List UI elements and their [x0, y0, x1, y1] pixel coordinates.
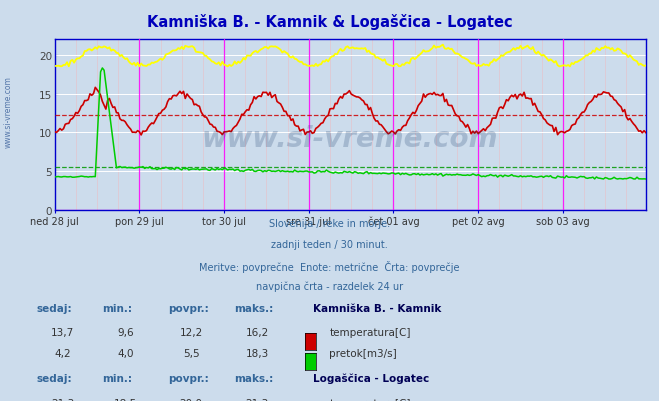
Text: 16,2: 16,2 [245, 328, 269, 338]
Text: 13,7: 13,7 [51, 328, 74, 338]
Text: 5,5: 5,5 [183, 348, 200, 358]
Text: pretok[m3/s]: pretok[m3/s] [330, 348, 397, 358]
Text: 18,3: 18,3 [245, 348, 269, 358]
Text: www.si-vreme.com: www.si-vreme.com [3, 77, 13, 148]
Text: Kamniška B. - Kamnik & Logaščica - Logatec: Kamniška B. - Kamnik & Logaščica - Logat… [147, 14, 512, 30]
Text: www.si-vreme.com: www.si-vreme.com [202, 125, 498, 153]
Text: temperatura[C]: temperatura[C] [330, 328, 411, 338]
Text: 12,2: 12,2 [179, 328, 203, 338]
Text: 9,6: 9,6 [117, 328, 134, 338]
Text: Slovenija / reke in morje.: Slovenija / reke in morje. [269, 219, 390, 229]
Text: min.:: min.: [102, 303, 132, 313]
Text: 4,0: 4,0 [117, 348, 134, 358]
Text: maks.:: maks.: [234, 303, 273, 313]
Text: Kamniška B. - Kamnik: Kamniška B. - Kamnik [313, 303, 442, 313]
Text: 21,3: 21,3 [245, 398, 269, 401]
Text: 20,0: 20,0 [180, 398, 202, 401]
Text: sedaj:: sedaj: [36, 373, 72, 383]
Text: povpr.:: povpr.: [168, 373, 209, 383]
Text: 21,3: 21,3 [51, 398, 74, 401]
Text: 4,2: 4,2 [54, 348, 71, 358]
Text: sedaj:: sedaj: [36, 303, 72, 313]
Text: Logaščica - Logatec: Logaščica - Logatec [313, 373, 429, 383]
Text: povpr.:: povpr.: [168, 303, 209, 313]
Text: min.:: min.: [102, 373, 132, 383]
Text: zadnji teden / 30 minut.: zadnji teden / 30 minut. [271, 239, 388, 249]
Text: Meritve: povprečne  Enote: metrične  Črta: povprečje: Meritve: povprečne Enote: metrične Črta:… [199, 260, 460, 272]
Text: maks.:: maks.: [234, 373, 273, 383]
Text: temperatura[C]: temperatura[C] [330, 398, 411, 401]
Text: navpična črta - razdelek 24 ur: navpična črta - razdelek 24 ur [256, 281, 403, 292]
Text: 18,5: 18,5 [113, 398, 137, 401]
